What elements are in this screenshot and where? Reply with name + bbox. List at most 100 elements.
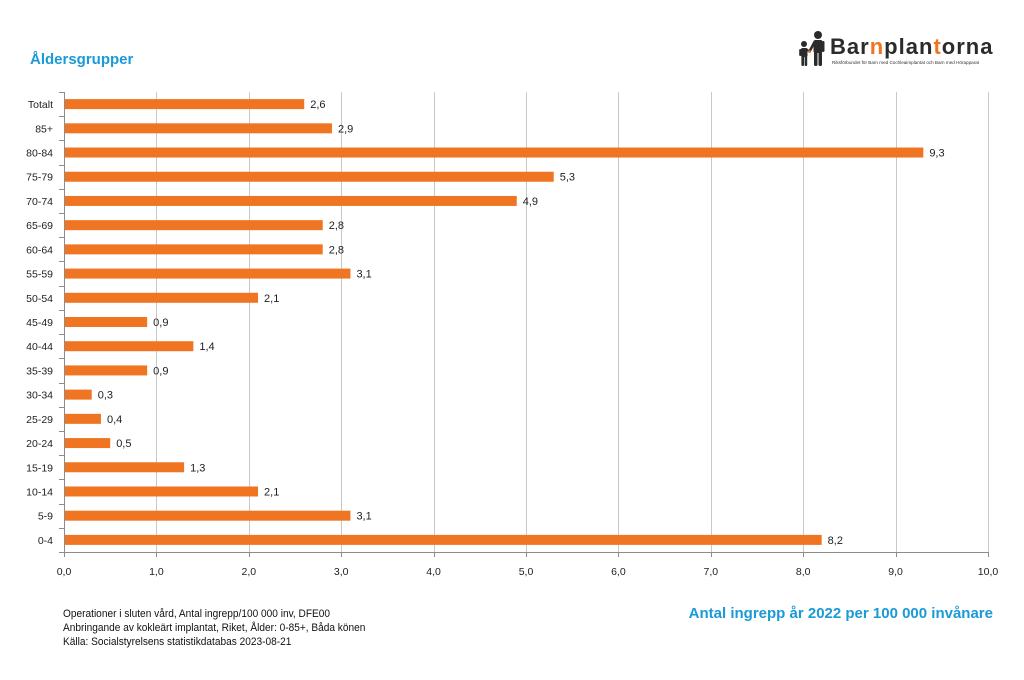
- data-label: 2,8: [329, 244, 344, 256]
- logo-letter: n: [869, 34, 885, 59]
- bar: [65, 99, 305, 110]
- category-label: Totalt: [28, 99, 53, 111]
- data-label: 2,1: [264, 486, 279, 498]
- value-tick-label: 1,0: [149, 566, 164, 578]
- logo-letter: t: [933, 34, 942, 59]
- category-label: 55-59: [26, 269, 53, 281]
- bar: [65, 220, 323, 231]
- bar: [65, 438, 111, 449]
- data-label: 8,2: [828, 535, 843, 547]
- gridlines: [156, 92, 989, 552]
- child-leg: [804, 56, 808, 66]
- data-label: 2,8: [329, 220, 344, 232]
- note-line: Källa: Socialstyrelsens statistikdatabas…: [63, 636, 292, 648]
- bar-chart: 0,0 1,0 2,0 3,0 4,0 5,0 6,0 7,0 8,0 9,0 10,0 Totalt…: [26, 92, 999, 578]
- category-label: 40-44: [26, 341, 53, 353]
- category-label: 75-79: [26, 172, 53, 184]
- category-label: 50-54: [26, 293, 53, 305]
- logo-letter: a: [846, 34, 861, 59]
- adult-torso: [813, 40, 823, 53]
- logo-letter: l: [898, 34, 906, 59]
- category-label: 80-84: [26, 148, 53, 160]
- data-label: 5,3: [560, 172, 575, 184]
- data-labels: 2,6 2,9 9,3 5,3 4,9 2,8 2,8 3,1 2,1 0,9 1,4 0,9 0,3 0…: [98, 99, 945, 547]
- data-label: 4,9: [523, 196, 538, 208]
- value-axis-ticks: 0,0 1,0 2,0 3,0 4,0 5,0 6,0 7,0 8,0 9,0 10,0: [57, 552, 999, 578]
- child-torso: [801, 48, 808, 57]
- source-notes: Operationer i sluten vård, Antal ingrepp…: [63, 607, 365, 649]
- category-label: 0-4: [38, 535, 53, 547]
- bar: [65, 365, 148, 376]
- data-label: 2,1: [264, 293, 279, 305]
- value-axis-title: Antal ingrepp år 2022 per 100 000 invåna…: [688, 605, 993, 622]
- data-label: 2,9: [338, 123, 353, 135]
- category-label: 5-9: [38, 511, 53, 523]
- logo: Barnplantorna Riksförbundet för Barn med…: [797, 29, 997, 73]
- adult-arm: [808, 40, 816, 53]
- category-label: 45-49: [26, 317, 53, 329]
- bar: [65, 486, 259, 497]
- category-tick-marks: [59, 92, 64, 553]
- data-label: 0,4: [107, 414, 122, 426]
- logo-letter: o: [941, 34, 957, 59]
- adult-arm: [822, 41, 825, 52]
- bar: [65, 534, 822, 545]
- value-tick-label: 6,0: [611, 566, 626, 578]
- value-tick-label: 8,0: [796, 566, 811, 578]
- bar: [65, 123, 332, 134]
- bar: [65, 147, 924, 158]
- logo-letter: B: [830, 34, 847, 59]
- category-label: 20-24: [26, 438, 53, 450]
- data-label: 3,1: [356, 269, 371, 281]
- note-line: Operationer i sluten vård, Antal ingrepp…: [63, 608, 331, 620]
- logo-letter: r: [956, 34, 966, 59]
- logo-letter: n: [918, 34, 934, 59]
- note-line: Anbringande av kokleärt implantat, Riket…: [63, 622, 366, 634]
- bar: [65, 292, 259, 303]
- category-label: 85+: [35, 123, 53, 135]
- bar: [65, 413, 101, 424]
- bar: [65, 268, 351, 279]
- bar: [65, 195, 517, 206]
- adult-head: [814, 31, 822, 39]
- bar: [65, 462, 185, 473]
- value-tick-label: 5,0: [519, 566, 534, 578]
- data-label: 0,3: [98, 390, 113, 402]
- category-label: 30-34: [26, 390, 53, 402]
- logo-letter: a: [905, 34, 919, 59]
- adult-leg: [814, 52, 818, 66]
- category-label: 25-29: [26, 414, 53, 426]
- category-axis-title: Åldersgrupper: [30, 51, 134, 68]
- child-leg: [801, 56, 804, 66]
- category-label: 65-69: [26, 220, 53, 232]
- data-label: 0,9: [153, 317, 168, 329]
- logo-wordmark: Barnplantorna: [830, 35, 993, 59]
- category-label: 70-74: [26, 196, 53, 208]
- value-tick-label: 10,0: [978, 566, 999, 578]
- category-label: 60-64: [26, 244, 53, 256]
- child-figure: [799, 41, 811, 66]
- bar: [65, 341, 194, 352]
- logo-tagline: Riksförbundet för Barn med Cochleaimplan…: [832, 60, 980, 65]
- data-label: 3,1: [356, 511, 371, 523]
- logo-letter: n: [965, 34, 981, 59]
- logo-letter: p: [884, 34, 899, 59]
- category-label: 35-39: [26, 365, 53, 377]
- data-label: 1,4: [199, 341, 214, 353]
- child-head: [801, 41, 807, 47]
- value-tick-label: 4,0: [426, 566, 441, 578]
- value-tick-label: 9,0: [888, 566, 903, 578]
- child-arm: [799, 49, 802, 56]
- value-tick-label: 7,0: [703, 566, 718, 578]
- data-label: 0,5: [116, 438, 131, 450]
- logo-letter: a: [980, 34, 994, 59]
- bar: [65, 317, 148, 327]
- bars: [65, 99, 924, 545]
- data-label: 2,6: [310, 99, 325, 111]
- data-label: 1,3: [190, 462, 205, 474]
- joined-hands: [808, 50, 811, 53]
- category-label: 15-19: [26, 462, 53, 474]
- adult-figure: [808, 31, 825, 66]
- logo-letter: r: [860, 34, 870, 59]
- bar: [65, 171, 554, 182]
